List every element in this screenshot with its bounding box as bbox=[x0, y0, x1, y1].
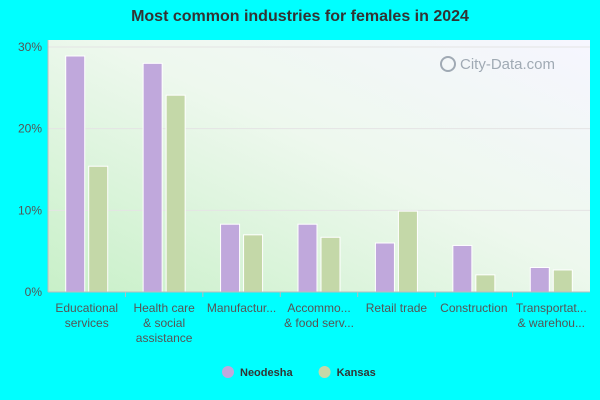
bar-kansas-1 bbox=[165, 94, 186, 293]
bar-neodesha-1 bbox=[142, 62, 163, 293]
x-category-label: Construction bbox=[440, 301, 507, 315]
x-category-label: Accommo... bbox=[287, 301, 350, 315]
x-category-label: Educational bbox=[55, 301, 118, 315]
x-category-label: Manufactur... bbox=[207, 301, 276, 315]
legend-label: Neodesha bbox=[240, 367, 293, 379]
bar-neodesha-2 bbox=[220, 223, 241, 293]
x-category-label: services bbox=[65, 316, 109, 330]
x-category-label: Retail trade bbox=[366, 301, 428, 315]
legend-swatch bbox=[222, 366, 234, 378]
bar-kansas-4 bbox=[397, 210, 418, 293]
bar-kansas-6 bbox=[552, 269, 573, 293]
bar-kansas-2 bbox=[243, 234, 264, 293]
x-category-label: & warehou... bbox=[518, 316, 585, 330]
chart-title: Most common industries for females in 20… bbox=[131, 8, 469, 25]
y-tick-label: 0% bbox=[25, 285, 43, 299]
y-tick-label: 30% bbox=[18, 40, 42, 54]
watermark: City-Data.com bbox=[440, 56, 555, 73]
bar-neodesha-6 bbox=[529, 267, 550, 293]
y-tick-label: 10% bbox=[18, 203, 42, 217]
legend-swatch bbox=[318, 366, 331, 378]
plot-area bbox=[48, 40, 590, 292]
y-tick-label: 20% bbox=[18, 122, 42, 136]
bar-neodesha-3 bbox=[297, 223, 318, 293]
x-category-label: Transportat... bbox=[516, 301, 587, 315]
bar-kansas-5 bbox=[475, 274, 496, 293]
bar-neodesha-5 bbox=[452, 244, 473, 293]
x-category-label: assistance bbox=[136, 331, 193, 345]
watermark-icon bbox=[440, 56, 456, 72]
legend-label: Kansas bbox=[337, 367, 376, 379]
x-category-label: & social bbox=[143, 316, 185, 330]
x-category-label: & food serv... bbox=[284, 316, 354, 330]
bar-kansas-3 bbox=[320, 236, 341, 293]
bar-kansas-0 bbox=[88, 165, 109, 293]
bar-neodesha-4 bbox=[374, 242, 395, 293]
watermark-text: City-Data.com bbox=[460, 56, 555, 73]
bar-neodesha-0 bbox=[65, 55, 86, 293]
x-category-label: Health care bbox=[133, 301, 195, 315]
